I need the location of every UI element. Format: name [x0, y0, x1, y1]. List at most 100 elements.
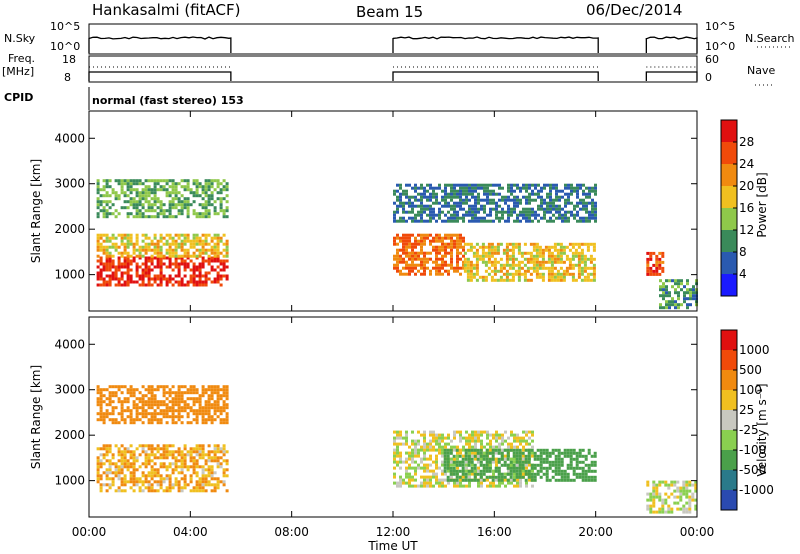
power-cell — [513, 183, 516, 187]
velocity-cell — [225, 394, 229, 398]
power-cell — [138, 194, 142, 198]
power-cell — [429, 219, 432, 223]
power-cell — [192, 233, 196, 237]
velocity-cell — [399, 460, 402, 464]
power-cell — [571, 242, 575, 246]
power-cell — [165, 277, 169, 281]
velocity-cell — [225, 450, 229, 454]
power-cell — [96, 277, 100, 281]
power-cell — [501, 213, 504, 217]
velocity-cell — [144, 409, 148, 413]
power-cell — [219, 182, 223, 186]
power-cell — [565, 272, 569, 276]
power-cell — [486, 192, 489, 196]
velocity-cell — [480, 481, 483, 485]
power-cell — [511, 278, 515, 282]
velocity-cell — [135, 397, 139, 401]
power-cell — [159, 259, 163, 263]
velocity-cell — [102, 394, 106, 398]
power-cell — [135, 236, 139, 240]
power-cell — [174, 256, 178, 260]
power-cell — [459, 204, 462, 208]
power-cell — [453, 207, 456, 211]
power-cell — [429, 183, 432, 187]
power-cell — [417, 219, 420, 223]
power-cell — [435, 192, 438, 196]
power-cell — [526, 260, 530, 264]
power-ylabel: Slant Range [km] — [29, 159, 43, 263]
nsky-line — [392, 36, 599, 53]
velocity-cell — [473, 448, 477, 452]
power-cell — [580, 242, 584, 246]
power-cell — [180, 254, 184, 258]
velocity-cell — [482, 466, 486, 470]
power-cell — [186, 197, 190, 201]
power-cell — [499, 266, 503, 270]
velocity-cell — [569, 460, 573, 464]
power-cell — [562, 251, 566, 255]
velocity-cell — [495, 460, 498, 464]
power-cell — [129, 268, 133, 272]
velocity-cell — [396, 445, 399, 449]
velocity-cell — [432, 445, 435, 449]
velocity-cell — [189, 453, 193, 457]
power-cell — [111, 212, 115, 216]
power-cell — [144, 265, 148, 269]
velocity-cell — [646, 504, 650, 508]
power-cell — [591, 213, 594, 217]
power-cell — [498, 183, 501, 187]
velocity-cell — [420, 484, 423, 488]
power-cell — [588, 216, 591, 220]
velocity-cell — [533, 466, 537, 470]
power-cell — [162, 203, 166, 207]
velocity-cell — [464, 457, 468, 461]
power-cell — [405, 260, 408, 264]
power-cell — [126, 271, 130, 275]
power-cell — [183, 179, 187, 183]
velocity-cell — [438, 466, 441, 470]
velocity-cell — [432, 433, 435, 437]
velocity-cell — [587, 448, 591, 452]
velocity-cell — [108, 471, 112, 475]
velocity-cell — [497, 472, 501, 476]
velocity-cell — [670, 480, 674, 484]
power-cell — [153, 188, 157, 192]
power-cell — [552, 183, 555, 187]
power-cell — [120, 206, 124, 210]
power-cell — [570, 189, 573, 193]
power-cell — [543, 216, 546, 220]
power-cell — [493, 272, 497, 276]
velocity-cell — [204, 406, 208, 410]
power-cell — [577, 263, 581, 267]
power-cell — [429, 186, 432, 190]
power-cell — [393, 216, 396, 220]
velocity-cell — [467, 469, 471, 473]
power-cell — [570, 192, 573, 196]
velocity-cell — [183, 486, 187, 490]
power-cell — [525, 216, 528, 220]
power-cell — [213, 259, 217, 263]
power-cell — [204, 185, 208, 189]
velocity-cell — [210, 477, 214, 481]
velocity-cell — [219, 409, 223, 413]
power-cell — [198, 182, 202, 186]
power-cell — [466, 266, 470, 270]
velocity-cell — [432, 475, 435, 479]
power-cell — [549, 201, 552, 205]
velocity-cell — [138, 444, 142, 448]
velocity-cell — [530, 475, 534, 479]
power-cell — [420, 266, 423, 270]
velocity-cell — [159, 456, 163, 460]
velocity-cell — [144, 415, 148, 419]
power-cell — [126, 188, 130, 192]
power-cell — [165, 280, 169, 284]
power-cell — [111, 233, 115, 237]
velocity-cell — [679, 507, 683, 511]
power-cell — [123, 265, 127, 269]
power-cell — [504, 201, 507, 205]
velocity-cell — [198, 406, 202, 410]
beam-title: Beam 15 — [356, 3, 423, 21]
power-cell — [507, 213, 510, 217]
velocity-cell — [504, 472, 507, 476]
velocity-cell — [504, 484, 507, 488]
